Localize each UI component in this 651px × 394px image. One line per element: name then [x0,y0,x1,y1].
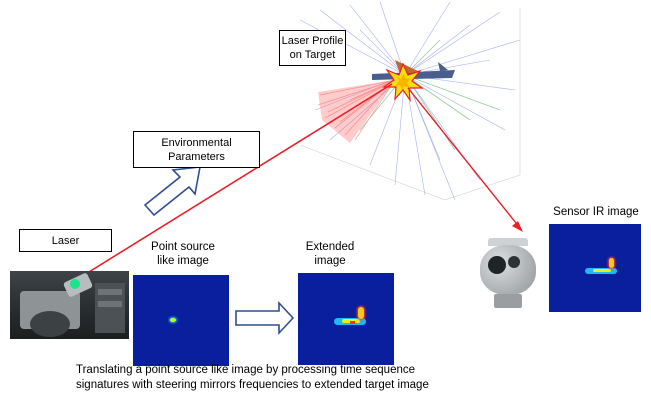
reflection-beam-line [407,87,521,229]
environmental-label-box: Environmental Parameters [133,131,260,168]
sensor-gimbal-image [478,238,538,312]
reflection-arrowhead [512,221,523,232]
laser-label: Laser [51,235,80,247]
point-source-label: Point source like image [151,241,215,267]
caption-line-1: Translating a point source like image by… [76,364,416,376]
environmental-label: Environmental Parameters [161,137,232,163]
extended-image [298,273,394,365]
caption: Translating a point source like image by… [76,363,596,393]
sensor-ir-image [549,224,641,312]
laser-profile-label-box: Laser Profile on Target [279,30,346,66]
laser-device-image [10,271,129,339]
sensor-ir-label: Sensor IR image [553,206,639,218]
extended-label: Extended image [305,241,355,267]
point-source-image [133,275,229,366]
transform-arrow-icon [235,300,295,336]
beam-cone [318,80,395,143]
laser-profile-label: Laser Profile on Target [281,35,344,61]
environment-arrow-icon [143,166,201,217]
laser-label-box: Laser [19,229,112,252]
laser-beam-line [67,83,393,286]
laser-hit-starburst-icon [382,62,424,103]
caption-line-2: signatures with steering mirrors frequen… [76,379,429,391]
